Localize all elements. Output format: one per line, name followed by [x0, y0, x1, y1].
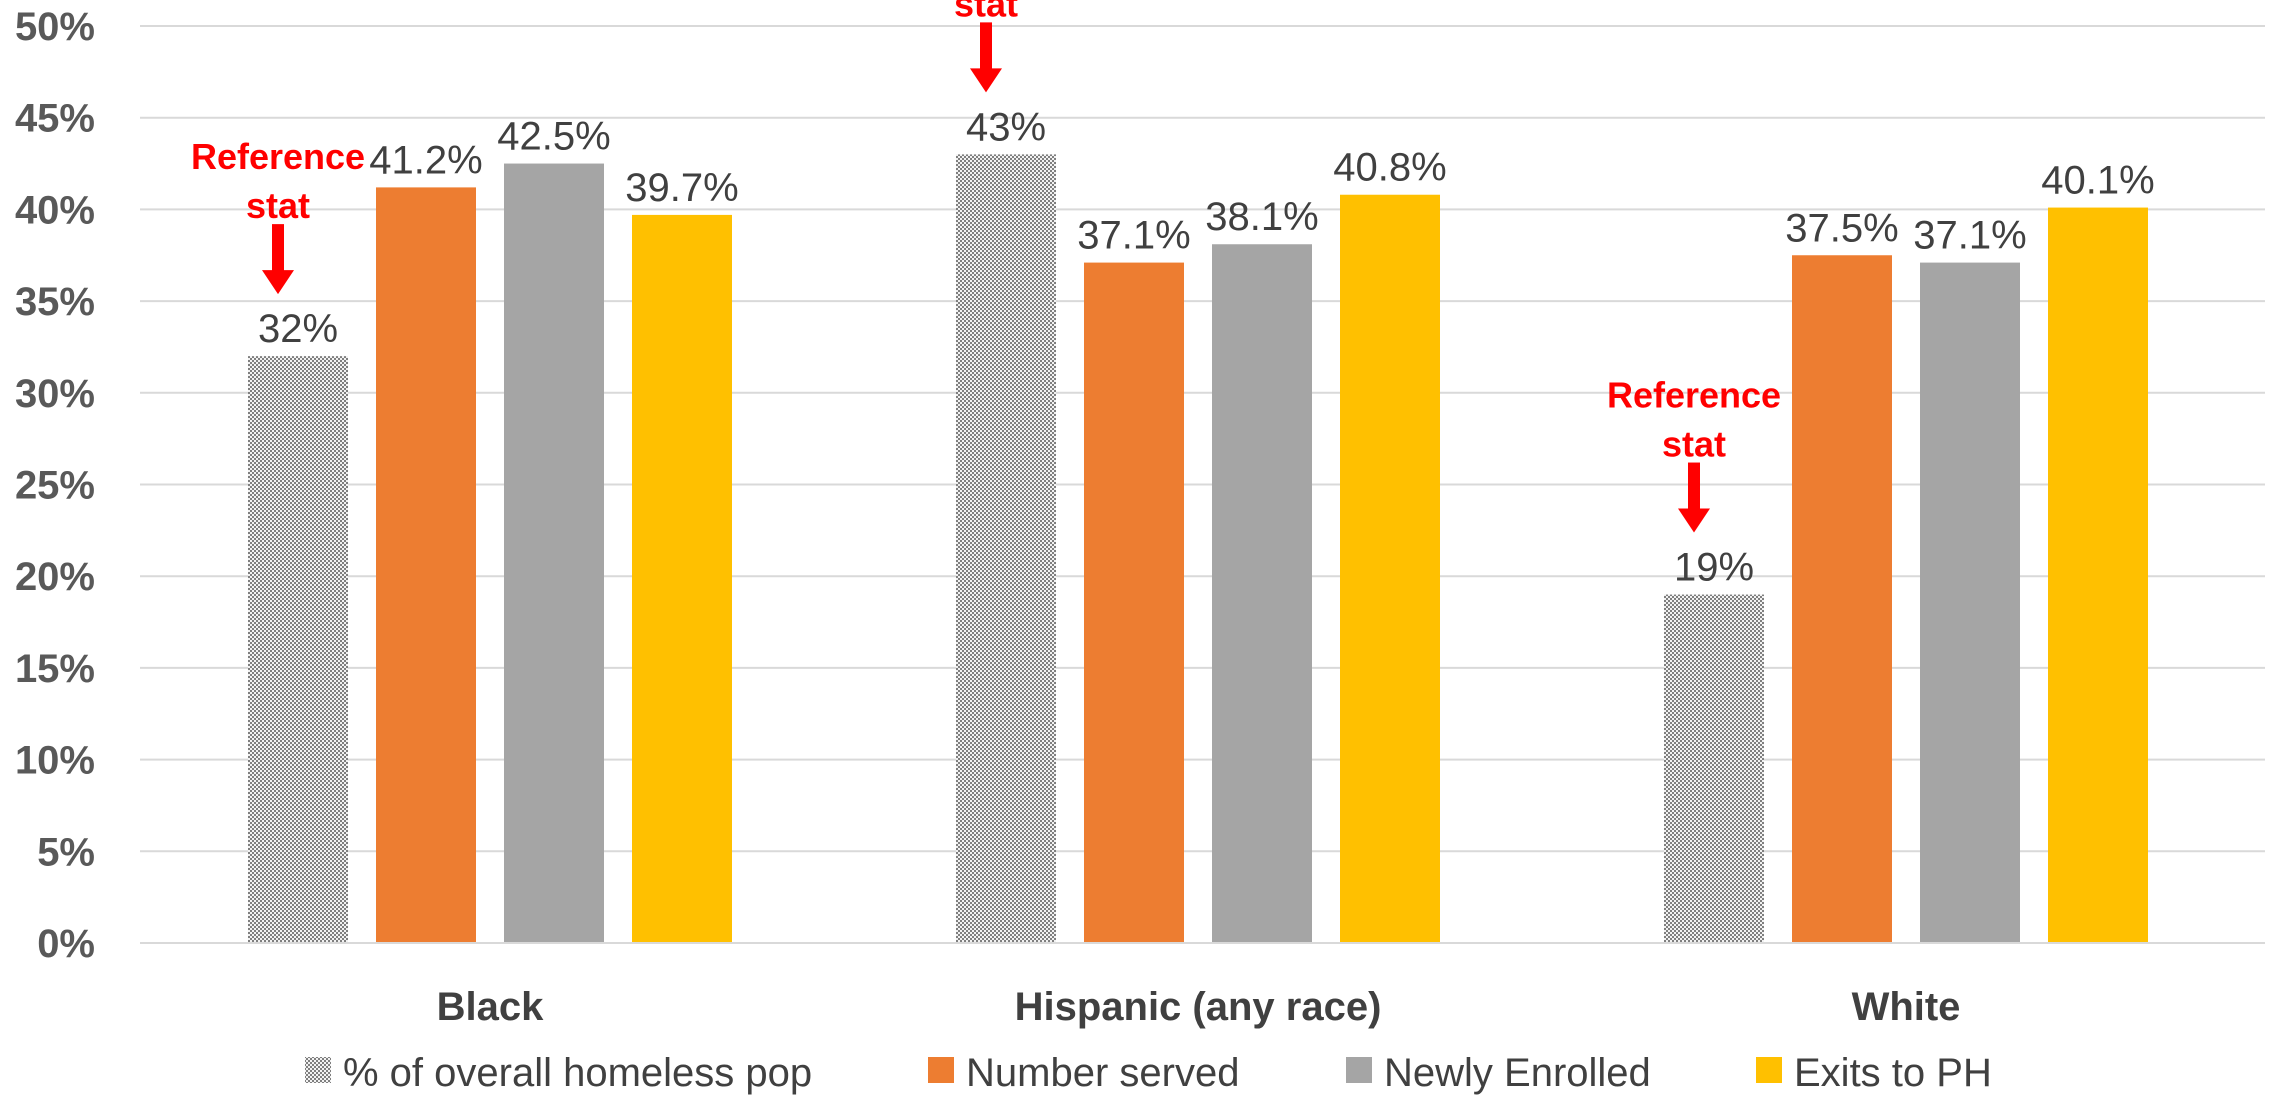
y-tick-label: 30%: [15, 372, 95, 416]
bar: [376, 187, 476, 944]
y-tick-label: 0%: [37, 922, 95, 966]
y-axis: 0% 5% 10% 15% 20% 25% 30% 35% 40% 45% 50%: [15, 5, 95, 966]
legend-swatch: [1756, 1057, 1782, 1083]
legend-swatch: [305, 1057, 331, 1083]
y-tick-label: 50%: [15, 5, 95, 49]
y-tick-label: 25%: [15, 464, 95, 508]
legend-label: % of overall homeless pop: [343, 1051, 812, 1095]
arrow-shaft: [272, 224, 284, 273]
x-category-label: Hispanic (any race): [1015, 985, 1382, 1029]
legend-item: Number served: [928, 1051, 1239, 1095]
reference-stat-annotation: Reference stat: [191, 136, 365, 295]
down-arrow-icon: [970, 68, 1002, 93]
bar: [1212, 244, 1312, 944]
legend-label: Number served: [966, 1051, 1239, 1095]
legend-item: % of overall homeless pop: [305, 1051, 812, 1095]
x-category-label: White: [1852, 985, 1961, 1029]
legend-swatch: [1346, 1057, 1372, 1083]
data-labels: 32% 43% 19% 41.2% 37.1% 37.5% 42.5% 38.1% 37.1% 3…: [258, 105, 2155, 589]
legend-item: Exits to PH: [1756, 1051, 1992, 1095]
arrow-shaft: [1688, 462, 1700, 511]
annotation-text-line1: Reference: [1607, 375, 1781, 416]
y-tick-label: 10%: [15, 739, 95, 783]
data-label: 42.5%: [497, 115, 610, 159]
legend-swatch: [928, 1057, 954, 1083]
arrow-shaft: [980, 22, 992, 71]
legend: % of overall homeless pop Number served Ne…: [305, 1051, 1992, 1095]
y-tick-label: 35%: [15, 280, 95, 324]
bar: [632, 214, 732, 944]
data-label: 37.5%: [1785, 206, 1898, 250]
annotation-text-line2: stat: [246, 185, 310, 226]
y-tick-label: 5%: [37, 830, 95, 874]
gridlines: [140, 25, 2265, 944]
down-arrow-icon: [1678, 508, 1710, 533]
data-label: 38.1%: [1205, 195, 1318, 239]
bar: [1084, 262, 1184, 943]
y-tick-label: 40%: [15, 188, 95, 232]
legend-label: Newly Enrolled: [1384, 1051, 1651, 1095]
data-label: 43%: [966, 105, 1046, 149]
annotations: ReferencestatReferencestatReferencestat: [191, 0, 1781, 533]
bar: [504, 163, 604, 944]
x-category-label: Black: [437, 985, 544, 1029]
bar: [1792, 255, 1892, 943]
reference-stat-annotation: Reference stat: [1607, 375, 1781, 533]
bar: [956, 154, 1056, 943]
data-label: 37.1%: [1913, 214, 2026, 258]
data-label: 39.7%: [625, 166, 738, 210]
data-label: 32%: [258, 307, 338, 351]
x-axis: Black Hispanic (any race) White: [140, 942, 2265, 1029]
legend-item: Newly Enrolled: [1346, 1051, 1651, 1095]
bar: [2048, 207, 2148, 944]
bars: [248, 154, 2148, 944]
y-tick-label: 45%: [15, 97, 95, 141]
y-tick-label: 20%: [15, 555, 95, 599]
annotation-text-line2: stat: [954, 0, 1018, 24]
data-label: 40.1%: [2041, 159, 2154, 203]
y-tick-label: 15%: [15, 647, 95, 691]
bar: [1340, 194, 1440, 943]
legend-label: Exits to PH: [1794, 1051, 1992, 1095]
data-label: 41.2%: [369, 138, 482, 182]
down-arrow-icon: [262, 270, 294, 295]
annotation-text-line1: Reference: [191, 136, 365, 177]
data-label: 40.8%: [1333, 146, 1446, 190]
annotation-text-line2: stat: [1662, 424, 1726, 465]
bar: [1664, 594, 1764, 943]
bar: [1920, 262, 2020, 943]
data-label: 37.1%: [1077, 214, 1190, 258]
data-label: 19%: [1674, 546, 1754, 590]
bar: [248, 356, 348, 943]
